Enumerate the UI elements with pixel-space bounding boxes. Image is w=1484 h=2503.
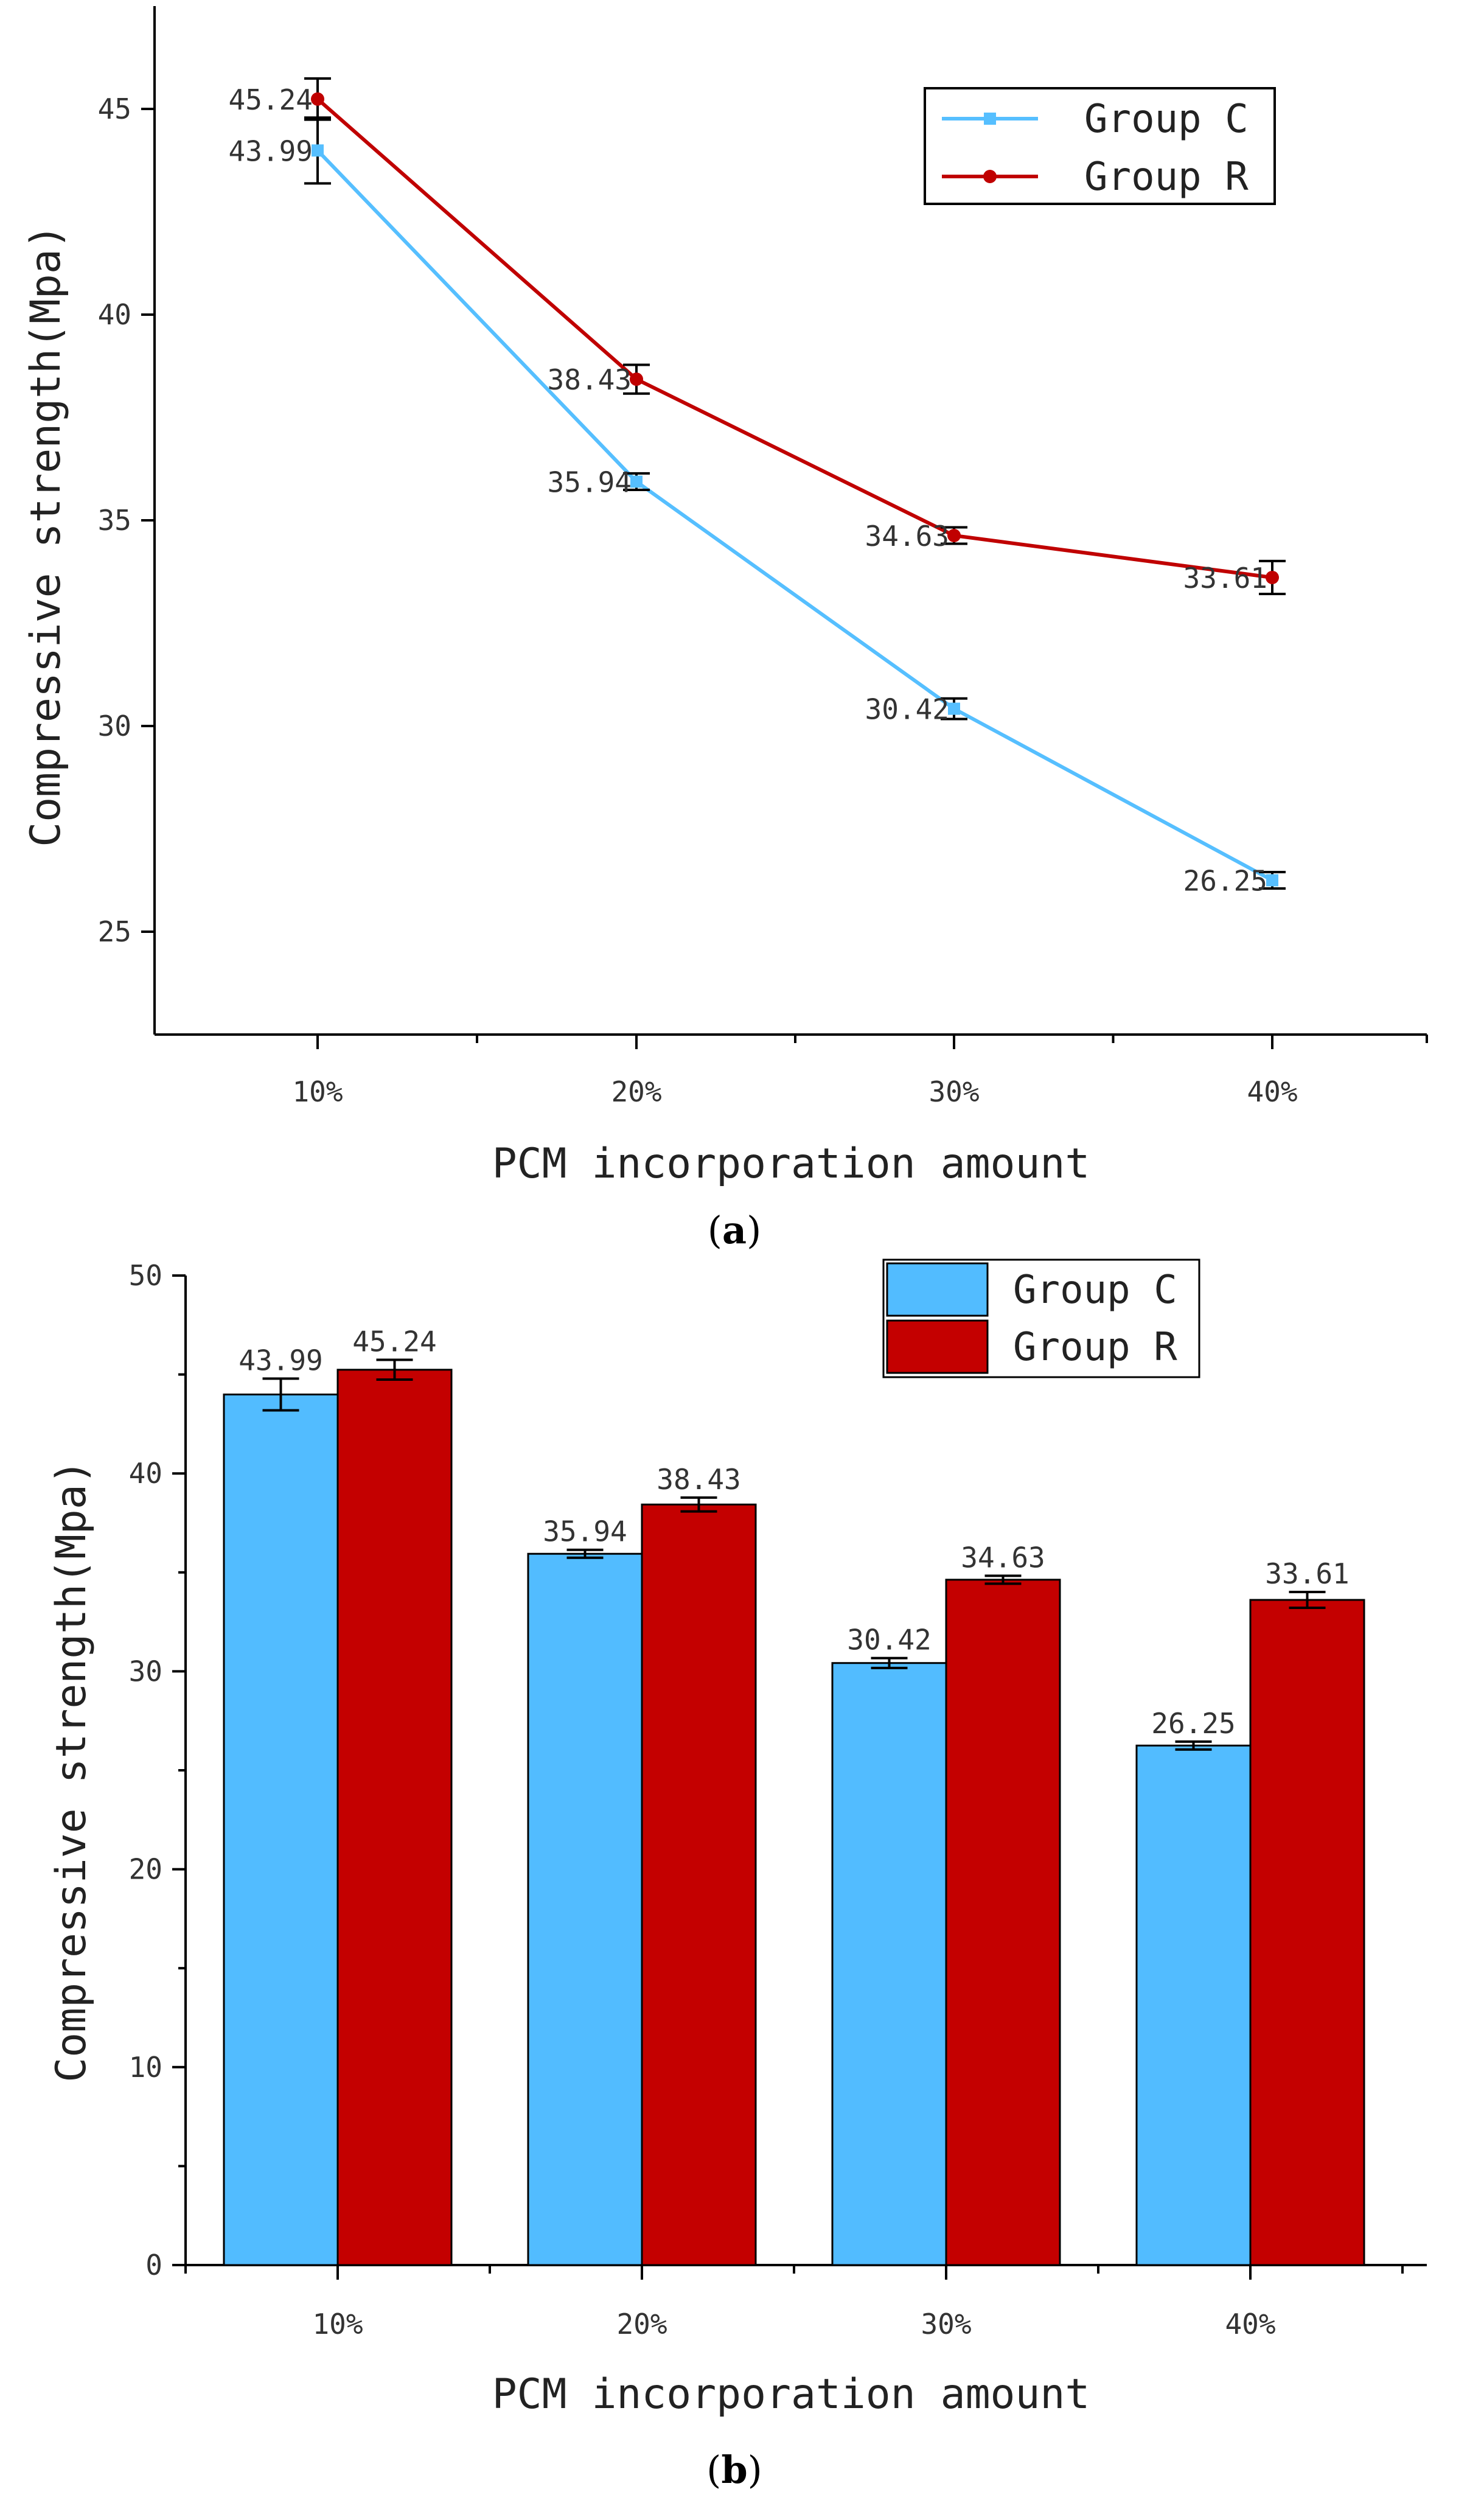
legend-label: Group C	[1084, 97, 1249, 142]
x-axis-title: PCM incorporation amount	[492, 1140, 1090, 1188]
legend-marker	[984, 113, 996, 125]
panel-a-line-chart: 25 30 35 40 45 10% 20% 30% 40% PCM incorporation …	[22, 6, 1428, 1252]
bar	[1135, 1744, 1252, 2266]
legend-swatch	[886, 1319, 989, 1374]
y-tick-label: 45	[98, 93, 131, 125]
legend-entry-group-r: Group R	[886, 1319, 1177, 1374]
x-axis-title: PCM incorporation amount	[492, 2370, 1090, 2418]
series-group-c: 43.99 35.94 30.42 26.25	[229, 116, 1286, 898]
y-tick-label: 40	[129, 1457, 162, 1490]
caption-paren: )	[748, 2448, 762, 2492]
bar	[223, 1393, 339, 2266]
error-bar	[871, 1656, 908, 1669]
legend-box	[924, 87, 1276, 205]
error-bar	[262, 1377, 299, 1412]
data-label: 33.61	[1183, 562, 1267, 595]
bar	[527, 1552, 643, 2266]
data-label: 43.99	[229, 134, 313, 167]
y-axis-title: Compressive strength(Mpa)	[22, 224, 70, 847]
data-label: 38.43	[657, 1463, 740, 1496]
x-tick-label: 20%	[616, 2308, 667, 2341]
data-label: 35.94	[543, 1515, 627, 1548]
caption-paren: )	[747, 1208, 761, 1252]
caption-paren: (	[706, 2448, 721, 2492]
legend-entry-group-c: Group C	[942, 97, 1249, 142]
bar	[945, 1579, 1061, 2266]
y-tick-label: 20	[129, 1853, 162, 1886]
data-point	[312, 144, 324, 157]
data-point	[947, 529, 961, 543]
y-tick-label: 35	[98, 504, 131, 537]
data-label: 35.94	[548, 466, 632, 498]
bar	[1249, 1599, 1365, 2266]
data-label: 34.63	[961, 1541, 1045, 1574]
data-label: 26.25	[1183, 865, 1267, 898]
series-group-r: 45.24 38.43 34.63 33.61	[336, 1325, 1365, 2266]
data-point	[1266, 874, 1278, 887]
y-tick-label: 30	[129, 1655, 162, 1688]
data-label: 34.63	[865, 520, 949, 553]
data-label: 30.42	[865, 693, 949, 726]
data-point	[948, 702, 960, 715]
error-bar	[1289, 1590, 1326, 1610]
data-point	[1266, 570, 1279, 584]
x-tick-label: 20%	[611, 1075, 661, 1108]
bar	[336, 1369, 453, 2266]
x-tick-label: 10%	[312, 2308, 363, 2341]
panel-caption-b: (b)	[706, 2448, 762, 2492]
series-group-r: 45.24 38.43 34.63 33.61	[229, 77, 1286, 596]
error-bar	[680, 1496, 717, 1513]
error-bar	[984, 1574, 1022, 1585]
bar	[831, 1662, 947, 2266]
series-line	[316, 149, 1273, 882]
x-tick-label: 40%	[1247, 1075, 1297, 1108]
x-tick-label: 30%	[928, 1075, 979, 1108]
y-tick-label: 0	[145, 2249, 162, 2281]
data-label: 30.42	[847, 1624, 931, 1656]
caption-paren: (	[708, 1208, 722, 1252]
data-label: 38.43	[548, 363, 632, 396]
y-tick-label: 40	[98, 298, 131, 331]
legend-entry-group-r: Group R	[942, 155, 1249, 200]
x-tick-label: 40%	[1225, 2308, 1275, 2341]
panel-caption-a: (a)	[708, 1208, 762, 1252]
error-bar	[566, 1548, 604, 1559]
x-tick-label: 10%	[292, 1075, 343, 1108]
data-label: 33.61	[1265, 1557, 1349, 1590]
legend-label: Group C	[1013, 1268, 1177, 1313]
legend: Group C Group R	[882, 1258, 1200, 1378]
legend-label: Group R	[1013, 1325, 1177, 1370]
legend-swatch	[886, 1262, 989, 1317]
panel-b-bar-chart: 0 10 20 30 40 50 10% 20% 30% 40% PCM incorporation…	[47, 1258, 1427, 2492]
y-axis-title: Compressive strength(Mpa)	[47, 1459, 96, 2082]
data-point	[630, 475, 643, 488]
legend: Group C Group R	[924, 87, 1276, 205]
data-label: 43.99	[239, 1344, 322, 1377]
error-bar	[1175, 1740, 1212, 1751]
legend-entry-group-c: Group C	[886, 1262, 1177, 1317]
data-point	[311, 92, 324, 106]
series-group-c: 43.99 35.94 30.42 26.25	[223, 1344, 1252, 2266]
y-tick-label: 10	[129, 2051, 162, 2084]
caption-letter: a	[722, 1208, 747, 1252]
data-label: 45.24	[229, 83, 313, 116]
series-line	[316, 97, 1273, 579]
y-tick-label: 25	[98, 915, 131, 948]
error-bar	[376, 1358, 413, 1381]
data-point	[630, 372, 643, 386]
legend-marker	[983, 170, 997, 183]
y-tick-label: 50	[129, 1259, 162, 1292]
data-label: 26.25	[1151, 1707, 1235, 1740]
data-label: 45.24	[352, 1325, 436, 1358]
y-tick-label: 30	[98, 710, 131, 742]
legend-label: Group R	[1084, 155, 1249, 200]
bar	[641, 1503, 757, 2266]
x-tick-label: 30%	[921, 2308, 971, 2341]
caption-letter: b	[721, 2448, 747, 2492]
